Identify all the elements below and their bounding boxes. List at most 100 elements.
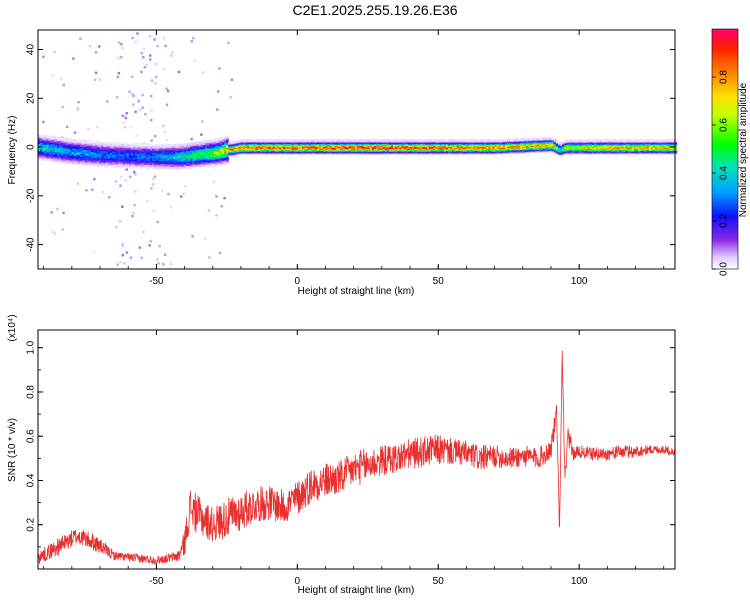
spectrogram-heatmap — [38, 32, 678, 266]
heatmap-cell — [109, 144, 113, 148]
heatmap-cell — [350, 139, 354, 142]
heatmap-cell — [69, 145, 73, 149]
heatmap-cell — [141, 159, 145, 162]
heatmap-cell — [446, 139, 449, 142]
heatmap-cell — [202, 156, 206, 160]
heatmap-cell — [143, 149, 147, 152]
heatmap-cell — [202, 140, 206, 144]
heatmap-cell — [38, 141, 41, 144]
heatmap-cell — [122, 158, 126, 161]
heatmap-cell — [133, 150, 136, 153]
heatmap-cell — [224, 140, 227, 143]
heatmap-cell — [169, 158, 172, 161]
heatmap-cell — [190, 157, 193, 160]
heatmap-cell — [52, 149, 56, 152]
heatmap-cell — [175, 164, 179, 167]
heatmap-cell — [200, 149, 204, 153]
heatmap-cell — [188, 145, 191, 149]
heatmap-cell — [105, 157, 109, 161]
heatmap-cell — [38, 150, 41, 153]
heatmap-cell — [128, 157, 132, 160]
heatmap-cell — [150, 159, 153, 163]
heatmap-cell — [95, 164, 98, 167]
heatmap-cell — [488, 139, 492, 142]
heatmap-cell — [194, 156, 198, 160]
heatmap-cell — [114, 165, 117, 168]
heatmap-cell — [162, 157, 166, 160]
heatmap-cell — [59, 151, 62, 155]
heatmap-cell — [137, 159, 141, 162]
heatmap-cell — [84, 147, 88, 150]
heatmap-cell — [131, 166, 134, 169]
heatmap-cell — [369, 139, 373, 142]
heatmap-cell — [175, 152, 179, 156]
heatmap-cell — [202, 164, 206, 167]
heatmap-cell — [192, 149, 196, 153]
heatmap-cell — [71, 138, 75, 142]
heatmap-cell — [57, 151, 60, 154]
heatmap-cell — [169, 151, 172, 154]
heatmap-cell — [562, 140, 566, 143]
heatmap-cell — [200, 155, 204, 159]
heatmap-cell — [147, 153, 151, 157]
heatmap-cell — [131, 155, 134, 159]
heatmap-cell — [67, 147, 71, 150]
heatmap-cell — [196, 156, 200, 159]
heatmap-cell — [276, 139, 280, 142]
heatmap-cell — [249, 139, 253, 142]
heatmap-cell — [93, 153, 96, 157]
heatmap-cell — [76, 145, 79, 148]
heatmap-cell — [129, 256, 133, 259]
heatmap-cell — [90, 155, 94, 158]
heatmap-cell — [140, 51, 143, 55]
heatmap-cell — [46, 136, 50, 140]
heatmap-cell — [145, 144, 149, 148]
heatmap-cell — [173, 145, 177, 148]
heatmap-cell — [147, 147, 151, 151]
heatmap-cell — [44, 140, 48, 144]
heatmap-cell — [186, 144, 189, 147]
heatmap-cell — [200, 164, 204, 168]
heatmap-cell — [162, 145, 166, 148]
heatmap-cell — [125, 251, 129, 254]
heatmap-cell — [207, 162, 210, 165]
heatmap-cell — [50, 154, 54, 158]
heatmap-cell — [69, 159, 73, 162]
heatmap-cell — [124, 116, 128, 120]
heatmap-cell — [96, 125, 99, 129]
heatmap-cell — [192, 152, 196, 155]
heatmap-cell — [543, 137, 546, 140]
heatmap-cell — [240, 139, 244, 142]
heatmap-cell — [112, 150, 115, 154]
heatmap-cell — [116, 161, 119, 164]
heatmap-cell — [196, 157, 200, 161]
heatmap-cell — [38, 157, 41, 161]
heatmap-cell — [93, 162, 96, 166]
heatmap-cell — [46, 151, 50, 154]
heatmap-cell — [226, 161, 229, 165]
heatmap-cell — [202, 154, 206, 157]
heatmap-cell — [145, 152, 149, 155]
heatmap-cell — [158, 158, 162, 161]
heatmap-cell — [327, 138, 331, 141]
heatmap-cell — [133, 158, 136, 162]
heatmap-cell — [131, 157, 134, 160]
heatmap-cell — [382, 139, 386, 142]
heatmap-cell — [190, 146, 193, 150]
heatmap-cell — [93, 177, 96, 181]
heatmap-cell — [108, 196, 111, 199]
heatmap-cell — [103, 162, 107, 165]
heatmap-cell — [46, 138, 50, 141]
heatmap-cell — [192, 143, 196, 147]
heatmap-cell — [93, 78, 97, 81]
heatmap-cell — [226, 158, 229, 162]
heatmap-cell — [128, 161, 132, 165]
heatmap-cell — [194, 143, 198, 146]
heatmap-cell — [194, 162, 198, 165]
heatmap-cell — [61, 157, 65, 161]
heatmap-cell — [186, 150, 189, 153]
heatmap-cell — [196, 153, 200, 156]
heatmap-cell — [71, 144, 75, 148]
heatmap-cell — [80, 148, 84, 151]
heatmap-cell — [48, 142, 52, 146]
